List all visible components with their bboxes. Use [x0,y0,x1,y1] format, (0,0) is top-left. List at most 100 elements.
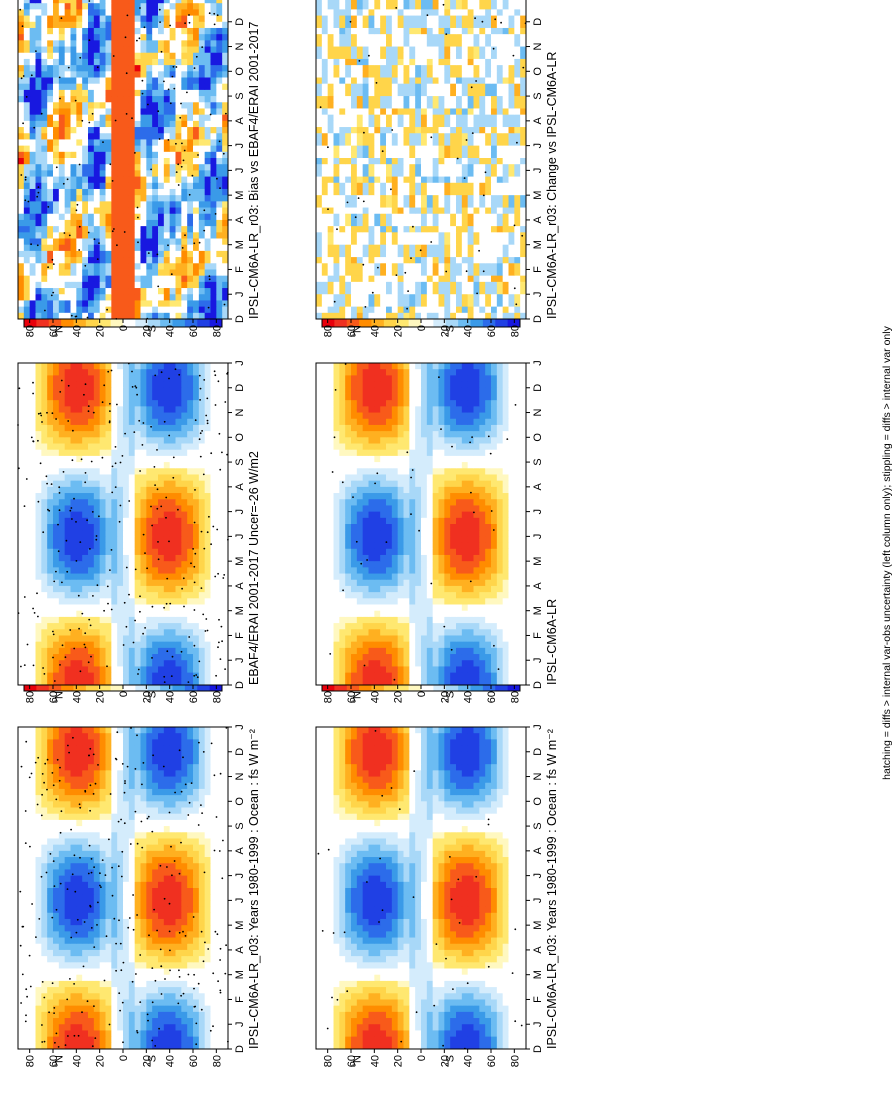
heatmap-cell [105,974,112,981]
heatmap-cell [502,831,509,839]
heatmap-cell [134,800,141,808]
heatmap-cell [47,566,54,574]
heatmap-cell [491,1005,498,1012]
heatmap-cell [479,1017,486,1025]
heatmap-cell [128,943,136,950]
heatmap-cell [391,732,399,740]
heatmap-cell [514,794,521,802]
heatmap-cell [391,961,399,969]
heatmap-cell [140,918,147,926]
heatmap-cell [351,906,358,913]
heatmap-cell [520,825,527,833]
heatmap-cell [426,776,434,783]
heatmap-cell [193,1030,200,1037]
heatmap-cell [53,794,60,802]
heatmap-cell [193,974,200,981]
heatmap-cell [508,999,515,1006]
heatmap-cell [473,943,480,950]
heatmap-cell [473,912,480,919]
stipple-dot [51,771,54,774]
heatmap-cell [496,968,504,975]
heatmap-cell [187,672,194,679]
heatmap-cell [374,732,381,740]
heatmap-cell [105,566,112,574]
heatmap-cell [198,949,206,957]
heatmap-cell [93,794,101,802]
heatmap-cell [473,999,480,1006]
heatmap-cell [222,610,229,617]
heatmap-cell [58,887,66,895]
heatmap-cell [58,1030,66,1037]
stipple-dot [56,758,59,761]
heatmap-cell [35,738,42,746]
heatmap-cell [35,757,42,765]
heatmap-cell [99,869,106,876]
heatmap-cell [380,726,387,734]
heatmap-cell [222,869,229,876]
stipple-dot [49,852,52,855]
heatmap-cell [140,776,147,783]
heatmap-cell [421,869,428,876]
heatmap-cell [502,918,509,926]
heatmap-cell [64,782,71,789]
heatmap-cell [117,949,124,957]
heatmap-cell [123,666,130,673]
heatmap-cell [216,666,223,673]
heatmap-cell [473,738,480,746]
heatmap-cell [93,666,101,673]
heatmap-cell [47,875,54,882]
heatmap-cell [117,597,124,605]
heatmap-cell [140,949,147,957]
heatmap-cell [204,788,211,796]
heatmap-cell [438,912,445,919]
heatmap-cell [175,968,182,975]
heatmap-cell [35,999,42,1006]
heatmap-cell [467,869,474,876]
heatmap-cell [362,875,369,882]
heatmap-cell [356,757,364,765]
heatmap-cell [362,918,369,926]
stipple-dot [152,754,155,757]
heatmap-cell [333,1023,340,1031]
heatmap-cell [461,776,469,783]
heatmap-cell [181,838,188,845]
stipple-dot [38,917,41,920]
heatmap-cell [123,751,130,758]
heatmap-cell [316,776,323,783]
heatmap-cell [128,604,136,611]
heatmap-cell [175,726,182,734]
heatmap-cell [374,825,381,833]
heatmap-cell [514,788,521,796]
heatmap-cell [58,992,66,1000]
heatmap-cell [93,585,101,593]
stipple-dot [22,925,25,928]
heatmap-cell [35,641,42,648]
heatmap-cell [163,579,171,586]
heatmap-cell [485,838,492,845]
heatmap-cell [123,635,130,642]
heatmap-cell [29,560,36,568]
heatmap-cell [193,751,200,758]
heatmap-cell [152,769,159,777]
heatmap-cell [485,968,492,975]
stipple-dot [91,1045,94,1048]
heatmap-cell [391,893,399,901]
heatmap-cell [403,924,410,932]
heatmap-cell [93,726,101,734]
heatmap-cell [111,838,118,845]
heatmap-cell [479,955,486,963]
heatmap-cell [76,1005,83,1012]
heatmap-cell [415,912,422,919]
heatmap-cell [123,610,130,617]
heatmap-cell [169,906,176,913]
heatmap-cell [64,937,71,944]
heatmap-cell [198,831,206,839]
heatmap-cell [222,1011,229,1019]
heatmap-cell [316,732,323,740]
heatmap-cell [450,800,457,808]
heatmap-cell [169,573,176,580]
heatmap-cell [117,992,124,1000]
heatmap-cell [123,597,130,605]
heatmap-cell [29,622,36,630]
heatmap-cell [485,986,492,994]
